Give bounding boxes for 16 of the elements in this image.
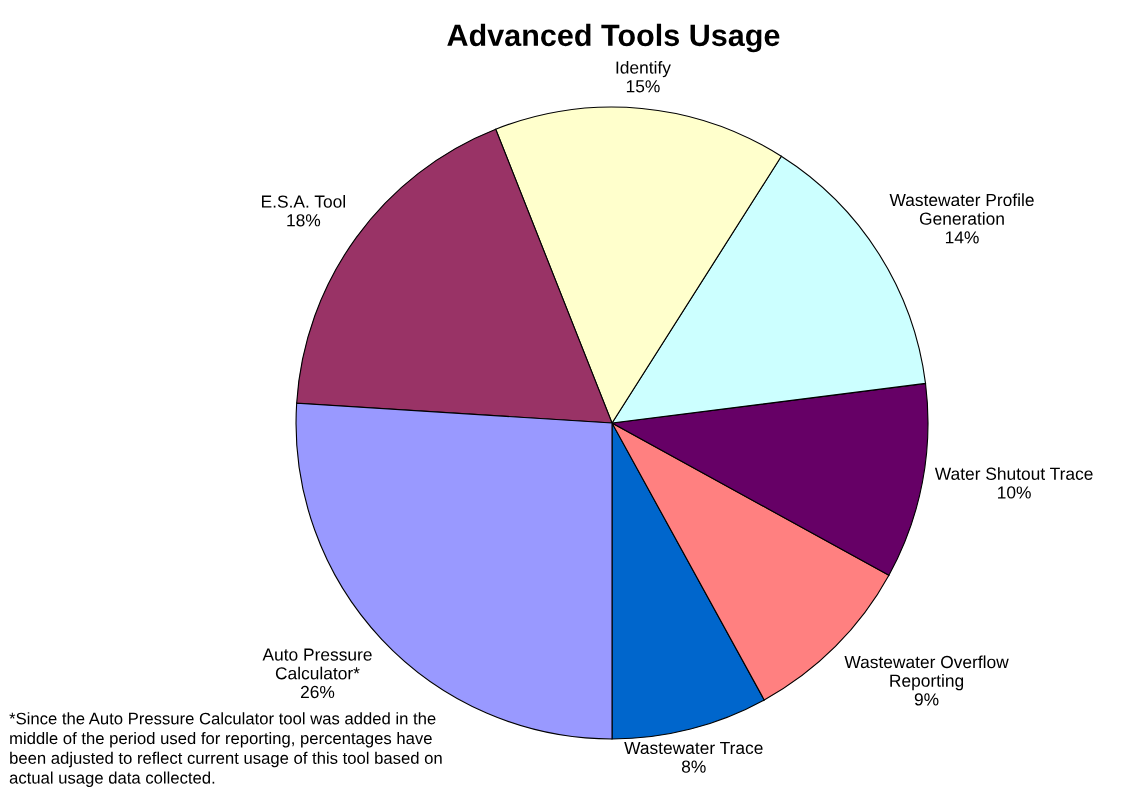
slice-label: Water Shutout Trace: [934, 467, 1093, 480]
data-label: 10%: [998, 486, 1031, 499]
data-label: 8%: [681, 760, 706, 773]
chart-title: Advanced Tools Usage: [447, 23, 780, 53]
slice-label: Wastewater Trace: [624, 741, 763, 755]
text: *Since the Auto Pressure Calculator tool was added in the middle of the period used for reporting, percentages have been adjusted to reflect current usage of this tool based on actual usage data collected.: [9, 712, 442, 788]
slice-label: Identify: [616, 60, 671, 78]
slice-label: Wastewater Profile Generation: [889, 193, 1034, 225]
data-label: 9%: [914, 693, 939, 706]
slice-label: Wastewater Overflow Reporting: [844, 655, 1009, 691]
data-label: 15%: [626, 80, 660, 93]
data-label: 14%: [945, 231, 979, 244]
slice-label: E.S.A. Tool: [262, 194, 345, 208]
data-label: 18%: [287, 214, 321, 227]
slice-label: Auto Pressure Calculator*: [262, 648, 372, 680]
data-label: 26%: [300, 685, 335, 699]
